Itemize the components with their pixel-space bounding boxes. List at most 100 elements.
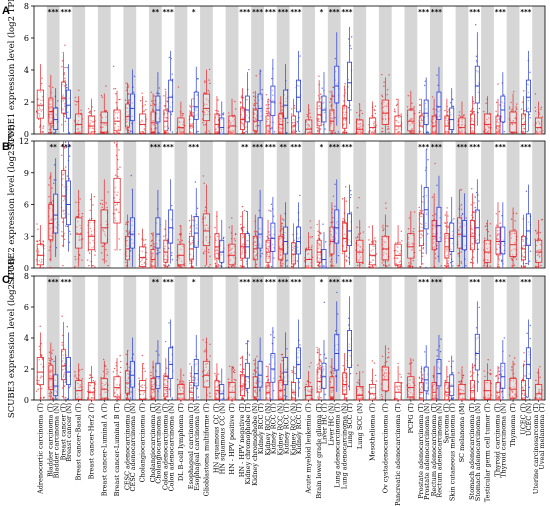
data-point xyxy=(141,130,144,133)
data-point xyxy=(485,267,487,269)
data-point xyxy=(319,365,322,367)
data-point xyxy=(105,124,107,127)
tumor-box xyxy=(138,246,147,267)
data-point xyxy=(255,263,258,266)
normal-box xyxy=(321,362,327,389)
data-point xyxy=(279,131,282,133)
data-point xyxy=(334,205,336,208)
data-point xyxy=(434,253,437,255)
data-point xyxy=(75,377,78,380)
data-point xyxy=(107,371,109,373)
data-point xyxy=(88,252,91,254)
data-point xyxy=(529,260,531,262)
data-point xyxy=(107,191,109,193)
data-point xyxy=(412,260,414,262)
data-point xyxy=(79,369,81,371)
data-point xyxy=(189,262,191,265)
data-point xyxy=(420,122,422,124)
data-point xyxy=(228,119,231,122)
data-point xyxy=(140,130,142,133)
data-point xyxy=(350,189,352,192)
tumor-box xyxy=(100,111,108,133)
data-point xyxy=(317,396,319,398)
normal-box xyxy=(321,249,327,269)
data-point xyxy=(268,124,270,126)
significance-label: *** xyxy=(290,278,301,286)
data-point xyxy=(240,371,243,374)
data-point xyxy=(102,245,104,247)
data-point xyxy=(317,133,319,135)
data-point xyxy=(409,266,411,268)
data-point xyxy=(209,255,211,258)
data-point xyxy=(283,395,285,397)
data-point xyxy=(383,264,385,267)
tumor-box xyxy=(163,239,169,263)
data-point xyxy=(129,397,132,399)
data-point xyxy=(344,186,347,188)
data-point xyxy=(66,87,68,89)
data-point xyxy=(324,393,326,396)
data-point xyxy=(296,121,299,123)
group-shade xyxy=(97,6,111,134)
tumor-box xyxy=(125,370,130,394)
data-point xyxy=(194,181,197,183)
significance-label: *** xyxy=(60,278,71,286)
data-point xyxy=(240,398,243,401)
data-point xyxy=(113,88,115,90)
data-point xyxy=(112,131,115,133)
data-point xyxy=(129,130,132,133)
data-point xyxy=(127,118,129,120)
tumor-box xyxy=(150,111,156,133)
data-point xyxy=(204,265,206,267)
group-shade xyxy=(404,6,418,134)
tumor-box xyxy=(316,239,322,263)
data-point xyxy=(126,124,128,127)
data-point xyxy=(283,219,285,221)
data-point xyxy=(74,371,76,373)
normal-box xyxy=(334,65,340,104)
normal-box xyxy=(270,85,276,117)
tumor-box xyxy=(535,117,543,135)
data-point xyxy=(397,131,400,133)
data-point xyxy=(118,132,121,135)
data-point xyxy=(245,342,247,345)
tumor-box xyxy=(265,382,271,401)
data-point xyxy=(209,132,211,134)
data-point xyxy=(191,126,194,129)
data-point xyxy=(189,260,191,262)
data-point xyxy=(214,372,216,375)
data-point xyxy=(192,105,194,108)
data-point xyxy=(280,128,283,130)
data-point xyxy=(268,103,270,106)
tumor-box xyxy=(316,101,322,127)
data-point xyxy=(62,387,64,389)
data-point xyxy=(181,380,184,382)
data-point xyxy=(37,112,40,115)
tumor-box xyxy=(329,109,335,132)
data-point xyxy=(41,96,44,98)
data-point xyxy=(397,116,400,119)
data-point xyxy=(139,100,142,102)
data-point xyxy=(461,213,464,215)
significance-label: *** xyxy=(456,143,467,151)
significance-label: ** xyxy=(152,278,160,286)
data-point xyxy=(386,94,388,96)
data-point xyxy=(62,52,65,54)
data-point xyxy=(129,250,132,252)
data-point xyxy=(51,240,54,242)
data-point xyxy=(105,248,107,251)
data-point xyxy=(343,100,345,102)
data-point xyxy=(101,199,103,202)
normal-box xyxy=(283,357,289,386)
tumor-box xyxy=(407,109,415,132)
data-point xyxy=(355,237,357,239)
data-point xyxy=(357,126,359,129)
data-point xyxy=(51,124,54,127)
data-point xyxy=(409,131,411,133)
data-point xyxy=(267,130,269,133)
data-point xyxy=(279,118,281,120)
data-point xyxy=(228,365,231,368)
data-point xyxy=(381,94,383,96)
data-point xyxy=(436,184,438,186)
data-point xyxy=(209,343,211,345)
